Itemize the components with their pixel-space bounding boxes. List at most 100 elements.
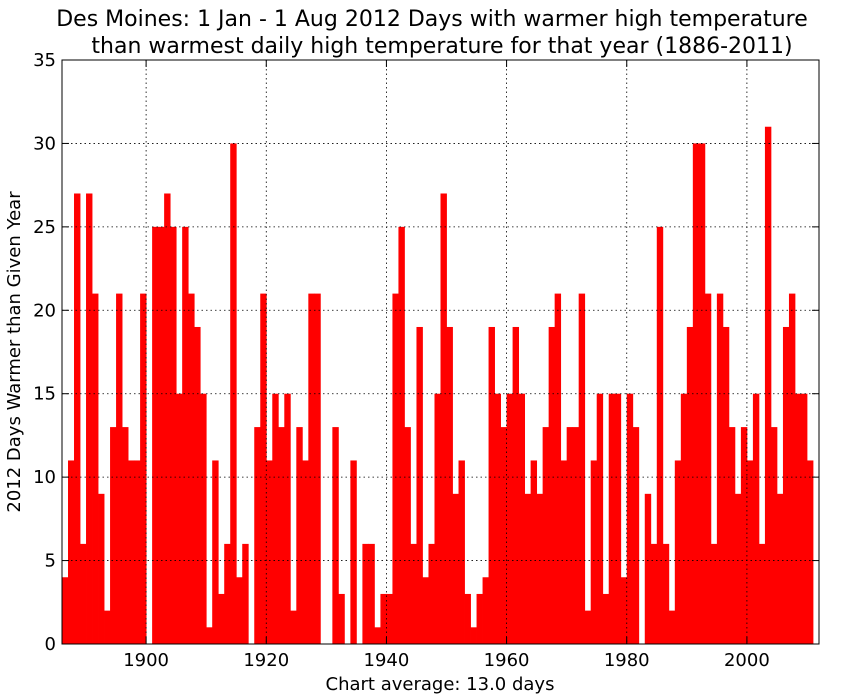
x-tick-label-1980: 1980: [604, 650, 650, 671]
bar-1897: [128, 460, 135, 644]
bar-1983: [644, 493, 652, 644]
bar-1894: [110, 427, 117, 644]
bar-1949: [440, 193, 447, 645]
bar-1905: [176, 393, 183, 644]
y-tick-label-10: 10: [33, 467, 56, 488]
bar-2004: [770, 427, 778, 644]
bar-1901: [152, 226, 159, 645]
bar-1899: [140, 293, 147, 644]
bar-1932: [338, 593, 345, 644]
grid-lines: [62, 60, 819, 644]
bar-1965: [536, 493, 544, 644]
bar-1939: [380, 593, 387, 644]
bar-1912: [218, 593, 225, 644]
bar-2003: [764, 126, 772, 645]
bar-1986: [662, 543, 670, 644]
x-axis-label: Chart average: 13.0 days: [326, 674, 555, 695]
bar-1923: [284, 393, 291, 644]
bar-2000: [746, 460, 754, 644]
bar-2007: [788, 293, 796, 644]
bar-1945: [416, 326, 423, 644]
bar-2006: [782, 326, 790, 644]
bar-1963: [524, 493, 532, 644]
bar-1996: [722, 326, 730, 644]
axis-ticks: [62, 59, 819, 645]
y-tick-labels: 0 5 10 15 20 25 30 35: [33, 50, 56, 655]
bar-1964: [530, 460, 538, 644]
bar-1995: [716, 293, 724, 644]
bar-2002: [758, 543, 766, 644]
bar-1925: [296, 427, 303, 644]
bar-1997: [728, 427, 736, 644]
bar-1959: [500, 427, 507, 644]
bar-1962: [518, 393, 526, 644]
bar-1926: [302, 460, 309, 644]
y-tick-label-5: 5: [45, 551, 56, 572]
bar-1961: [512, 326, 520, 644]
bar-1998: [734, 493, 742, 644]
bar-1994: [710, 543, 718, 644]
bar-1937: [368, 543, 375, 644]
x-tick-label-1960: 1960: [484, 650, 530, 671]
bar-1973: [584, 610, 592, 644]
plot-frame: [61, 59, 820, 645]
bar-1903: [164, 193, 171, 645]
bar-1972: [578, 293, 586, 644]
bar-1947: [428, 543, 435, 644]
y-axis-label: 2012 Days Warmer than Given Year: [4, 191, 25, 513]
bar-2005: [776, 493, 784, 644]
bar-1898: [134, 460, 141, 644]
bar-1969: [560, 460, 568, 644]
bar-2009: [800, 393, 808, 644]
bar-1936: [362, 543, 369, 644]
bar-1960: [506, 393, 513, 644]
x-tick-label-1900: 1900: [123, 650, 169, 671]
bar-1906: [182, 226, 189, 645]
bar-2008: [794, 393, 802, 644]
bar-1953: [464, 593, 471, 644]
bar-1978: [614, 393, 622, 644]
bar-1948: [434, 393, 441, 644]
y-tick-label-30: 30: [33, 133, 56, 154]
bar-1975: [596, 393, 604, 644]
bar-1979: [620, 577, 628, 644]
bar-1944: [410, 543, 417, 644]
chart-title-line1: Des Moines: 1 Jan - 1 Aug 2012 Days with…: [56, 7, 808, 32]
bar-1957: [488, 326, 495, 644]
bar-1921: [272, 393, 279, 644]
y-tick-label-15: 15: [33, 384, 56, 405]
bar-1988: [674, 460, 682, 644]
bar-1895: [116, 293, 123, 644]
bar-2010: [806, 460, 814, 644]
bar-1958: [494, 393, 501, 644]
bar-1913: [224, 543, 231, 644]
bar-1896: [122, 427, 129, 644]
y-tick-label-0: 0: [45, 634, 56, 655]
bar-1893: [104, 610, 111, 644]
bar-1993: [704, 293, 712, 644]
bar-1887: [68, 460, 75, 644]
y-tick-label-20: 20: [33, 300, 56, 321]
bar-series: [62, 126, 814, 645]
bar-1966: [542, 427, 550, 644]
bar-1981: [632, 427, 640, 644]
bar-1967: [548, 326, 556, 644]
bar-1934: [350, 460, 357, 644]
x-tick-label-2000: 2000: [724, 650, 770, 671]
bar-1941: [392, 293, 399, 644]
y-tick-label-35: 35: [33, 50, 56, 71]
bar-1920: [266, 460, 273, 644]
bar-1916: [242, 543, 249, 644]
bar-1890: [86, 193, 93, 645]
bar-1892: [98, 493, 105, 644]
bar-1902: [158, 226, 165, 645]
bar-1971: [572, 427, 580, 644]
bar-1954: [470, 627, 477, 644]
bar-1931: [332, 427, 339, 644]
bar-1956: [482, 577, 489, 644]
y-tick-label-25: 25: [33, 217, 56, 238]
bar-1907: [188, 293, 195, 644]
bar-1968: [554, 293, 562, 644]
bar-1928: [314, 293, 321, 644]
